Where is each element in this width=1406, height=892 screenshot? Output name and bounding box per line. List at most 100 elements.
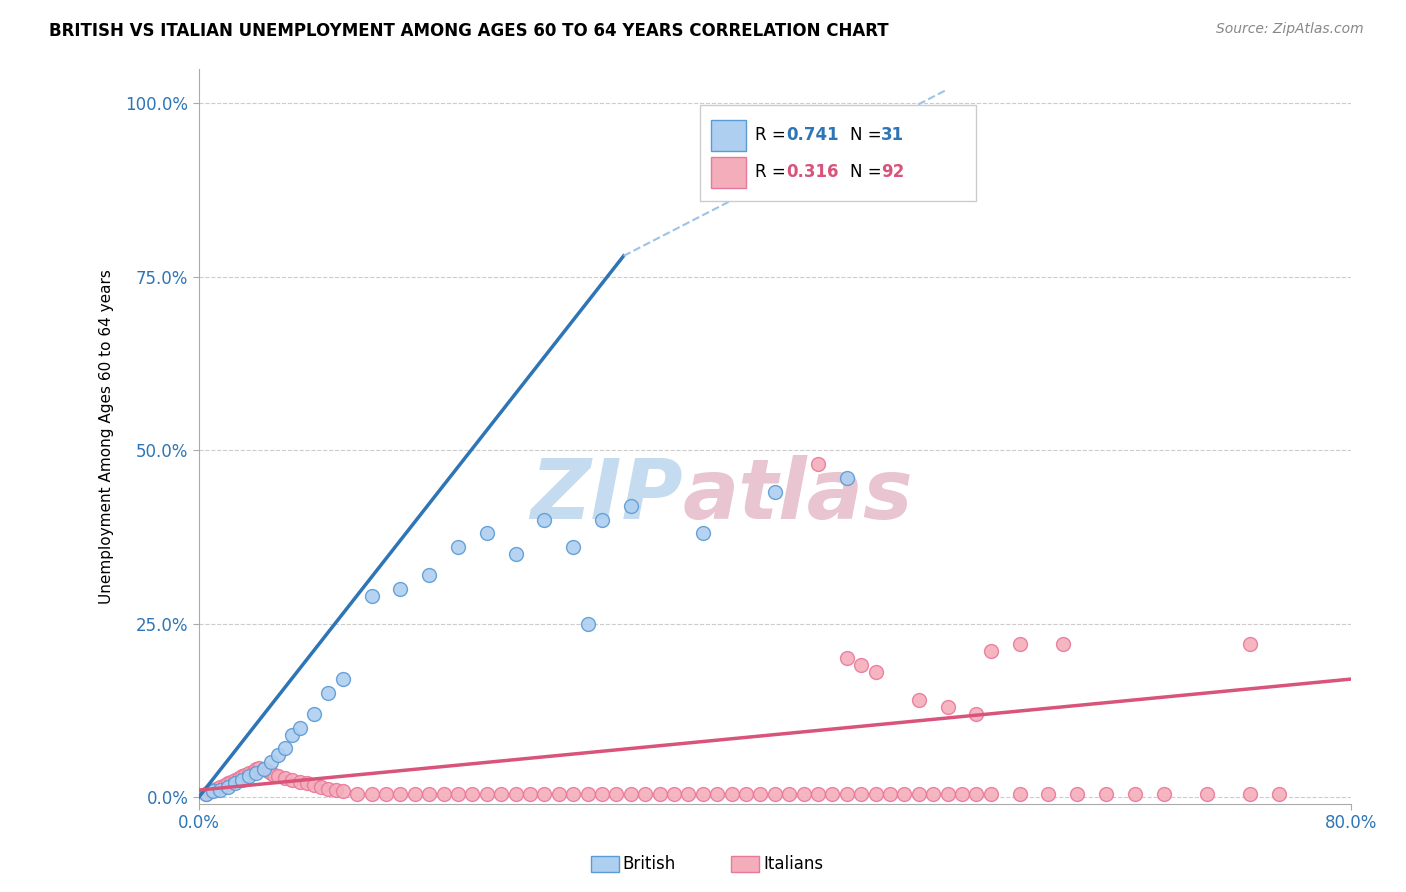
- Point: [865, 787, 887, 801]
- Point: [662, 787, 685, 801]
- Text: 0.316: 0.316: [786, 163, 839, 181]
- Point: [807, 787, 830, 801]
- Point: [1268, 787, 1291, 801]
- Point: [238, 769, 260, 783]
- Text: ZIP: ZIP: [530, 455, 683, 535]
- Point: [793, 787, 815, 801]
- Point: [281, 772, 304, 787]
- Point: [692, 787, 714, 801]
- Point: [922, 787, 945, 801]
- Text: N =: N =: [849, 127, 887, 145]
- Point: [678, 787, 700, 801]
- Point: [965, 787, 987, 801]
- Point: [217, 780, 239, 794]
- Text: 92: 92: [880, 163, 904, 181]
- Point: [195, 787, 218, 801]
- Point: [1123, 787, 1146, 801]
- Point: [195, 787, 218, 801]
- Text: Italians: Italians: [763, 855, 824, 873]
- Point: [936, 787, 959, 801]
- Point: [433, 787, 456, 801]
- Point: [505, 547, 527, 561]
- Point: [807, 457, 830, 471]
- Point: [332, 784, 354, 798]
- Point: [562, 541, 585, 555]
- Point: [851, 658, 873, 673]
- Point: [907, 693, 929, 707]
- Point: [893, 787, 915, 801]
- Point: [936, 699, 959, 714]
- Point: [591, 512, 613, 526]
- Point: [267, 769, 290, 783]
- Point: [257, 764, 280, 778]
- Point: [735, 787, 758, 801]
- Point: [835, 471, 858, 485]
- Point: [1095, 787, 1118, 801]
- Text: R =: R =: [755, 127, 792, 145]
- Point: [245, 762, 267, 776]
- Point: [533, 787, 555, 801]
- Point: [217, 776, 239, 790]
- Point: [360, 787, 382, 801]
- Point: [219, 774, 242, 789]
- Point: [950, 787, 973, 801]
- Point: [851, 787, 873, 801]
- Point: [238, 765, 260, 780]
- Point: [605, 787, 627, 801]
- Text: atlas: atlas: [683, 455, 914, 535]
- Point: [1066, 787, 1088, 801]
- Y-axis label: Unemployment Among Ages 60 to 64 years: Unemployment Among Ages 60 to 64 years: [100, 268, 114, 604]
- Point: [475, 526, 498, 541]
- Point: [1153, 787, 1175, 801]
- Point: [835, 651, 858, 665]
- Point: [404, 787, 426, 801]
- Point: [247, 761, 270, 775]
- Point: [447, 541, 470, 555]
- Point: [980, 644, 1002, 658]
- Text: British: British: [623, 855, 676, 873]
- Point: [274, 771, 297, 785]
- Point: [634, 787, 657, 801]
- Point: [200, 784, 222, 798]
- Point: [879, 787, 901, 801]
- Point: [1038, 787, 1060, 801]
- Point: [692, 526, 714, 541]
- Point: [1052, 637, 1074, 651]
- Point: [965, 706, 987, 721]
- Point: [1008, 637, 1031, 651]
- Point: [907, 787, 929, 801]
- Point: [591, 787, 613, 801]
- Point: [576, 616, 599, 631]
- Point: [228, 771, 250, 785]
- Point: [346, 787, 368, 801]
- Point: [253, 762, 276, 776]
- Point: [202, 784, 225, 798]
- Point: [233, 768, 256, 782]
- Point: [288, 721, 311, 735]
- Point: [980, 787, 1002, 801]
- Point: [620, 787, 643, 801]
- Text: 31: 31: [880, 127, 904, 145]
- Point: [231, 772, 253, 787]
- Point: [447, 787, 470, 801]
- Point: [245, 765, 267, 780]
- Point: [318, 686, 340, 700]
- Point: [720, 787, 742, 801]
- Point: [288, 774, 311, 789]
- Point: [533, 512, 555, 526]
- Text: R =: R =: [755, 163, 792, 181]
- Point: [706, 787, 728, 801]
- Point: [763, 787, 786, 801]
- Text: N =: N =: [849, 163, 887, 181]
- Point: [253, 762, 276, 776]
- Point: [491, 787, 513, 801]
- Point: [205, 781, 228, 796]
- Point: [302, 706, 325, 721]
- Point: [461, 787, 484, 801]
- Point: [360, 589, 382, 603]
- FancyBboxPatch shape: [711, 120, 747, 151]
- Point: [318, 781, 340, 796]
- Point: [260, 765, 283, 780]
- Point: [418, 787, 440, 801]
- Point: [231, 769, 253, 783]
